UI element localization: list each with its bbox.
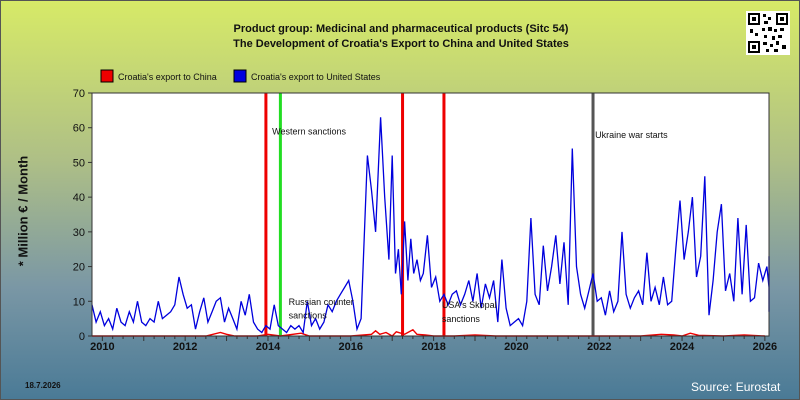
x-tick-label: 2018	[421, 341, 445, 353]
y-tick-label: 0	[79, 331, 85, 343]
x-tick-label: 2014	[256, 341, 281, 353]
x-tick-label: 2020	[504, 341, 528, 353]
annotation-0: Western sanctions	[272, 127, 346, 137]
x-tick-label: 2010	[90, 341, 114, 353]
x-tick-label: 2016	[339, 341, 363, 353]
chart-title-line1: Product group: Medicinal and pharmaceuti…	[233, 23, 569, 35]
annotation-1: Russian counter	[289, 297, 354, 307]
annotation-5: Ukraine war starts	[595, 130, 668, 140]
annotation-3: USA's Skopal	[442, 300, 497, 310]
qr-code-icon	[746, 11, 790, 55]
x-tick-label: 2024	[670, 341, 695, 353]
x-tick-label: 2026	[753, 341, 777, 353]
footer-source: Source: Eurostat	[691, 380, 781, 394]
y-tick-label: 20	[73, 262, 85, 274]
x-tick-label: 2012	[173, 341, 197, 353]
y-tick-label: 60	[73, 123, 85, 135]
y-tick-label: 30	[73, 227, 85, 239]
x-tick-label: 2022	[587, 341, 611, 353]
legend-label-china: Croatia's export to China	[118, 72, 217, 82]
legend-label-usa: Croatia's export to United States	[251, 72, 381, 82]
legend-swatch-china	[100, 69, 114, 83]
plot-area	[92, 93, 769, 336]
legend-swatch-usa	[233, 69, 247, 83]
y-tick-label: 70	[73, 88, 85, 100]
footer-date: 18.7.2026	[25, 381, 61, 390]
y-tick-label: 10	[73, 296, 85, 308]
annotation-4: sanctions	[442, 314, 481, 324]
annotation-2: sanctions	[289, 311, 328, 321]
series-line-usa	[91, 117, 770, 335]
chart-title-line2: The Development of Croatia's Export to C…	[233, 38, 569, 50]
y-tick-label: 50	[73, 157, 85, 169]
plot-border	[91, 92, 770, 337]
y-tick-label: 40	[73, 192, 85, 204]
